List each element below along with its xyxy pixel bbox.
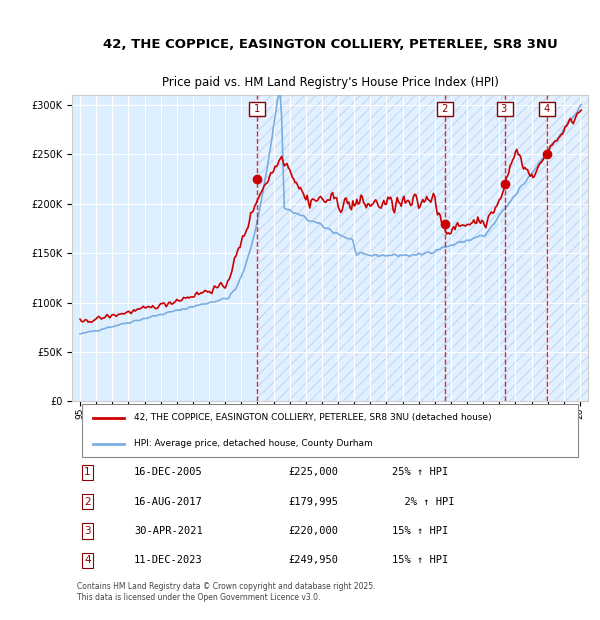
- Text: 4: 4: [84, 556, 91, 565]
- Text: 25% ↑ HPI: 25% ↑ HPI: [392, 467, 448, 477]
- Text: 16-AUG-2017: 16-AUG-2017: [134, 497, 203, 507]
- Text: 1: 1: [251, 104, 263, 114]
- Bar: [257, 95, 588, 402]
- Text: £179,995: £179,995: [289, 497, 339, 507]
- Text: 15% ↑ HPI: 15% ↑ HPI: [392, 556, 448, 565]
- Text: HPI: Average price, detached house, County Durham: HPI: Average price, detached house, Coun…: [134, 440, 373, 448]
- Text: 30-APR-2021: 30-APR-2021: [134, 526, 203, 536]
- FancyBboxPatch shape: [82, 404, 578, 458]
- Text: 11-DEC-2023: 11-DEC-2023: [134, 556, 203, 565]
- Text: 15% ↑ HPI: 15% ↑ HPI: [392, 526, 448, 536]
- Text: £220,000: £220,000: [289, 526, 339, 536]
- Text: 2% ↑ HPI: 2% ↑ HPI: [392, 497, 454, 507]
- Text: £249,950: £249,950: [289, 556, 339, 565]
- Text: 2: 2: [84, 497, 91, 507]
- Text: 16-DEC-2005: 16-DEC-2005: [134, 467, 203, 477]
- Bar: [257, 95, 588, 402]
- Text: 4: 4: [541, 104, 553, 114]
- Text: £225,000: £225,000: [289, 467, 339, 477]
- Text: 1: 1: [84, 467, 91, 477]
- Text: Price paid vs. HM Land Registry's House Price Index (HPI): Price paid vs. HM Land Registry's House …: [161, 76, 499, 89]
- Text: 42, THE COPPICE, EASINGTON COLLIERY, PETERLEE, SR8 3NU: 42, THE COPPICE, EASINGTON COLLIERY, PET…: [103, 38, 557, 51]
- Text: 3: 3: [499, 104, 511, 114]
- Text: 3: 3: [84, 526, 91, 536]
- Text: 42, THE COPPICE, EASINGTON COLLIERY, PETERLEE, SR8 3NU (detached house): 42, THE COPPICE, EASINGTON COLLIERY, PET…: [134, 414, 491, 422]
- Text: Contains HM Land Registry data © Crown copyright and database right 2025.
This d: Contains HM Land Registry data © Crown c…: [77, 582, 376, 601]
- Text: 2: 2: [439, 104, 451, 114]
